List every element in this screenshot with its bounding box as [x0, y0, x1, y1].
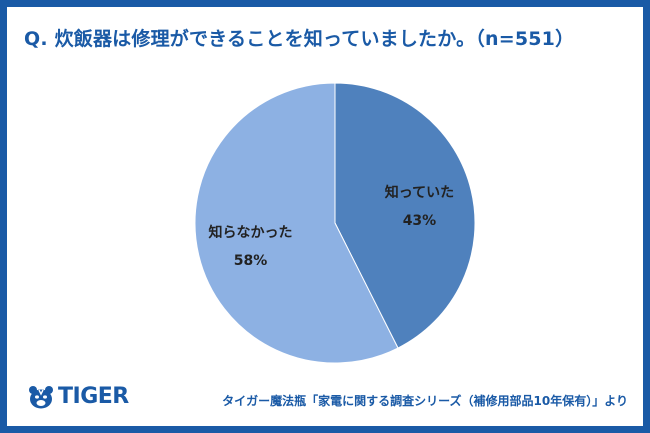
pie-slice-didnt-know	[194, 82, 399, 364]
source-footer: タイガー魔法瓶「家電に関する調査シリーズ（補修用部品10年保有）」より	[222, 394, 628, 408]
slice-value-didnt-know: 58%	[234, 253, 268, 269]
chart-title: Q. 炊飯器は修理ができることを知っていましたか。（n=551）	[24, 28, 575, 50]
slice-value-knew: 43%	[403, 213, 437, 229]
slice-label-didnt-know: 知らなかった	[209, 224, 293, 241]
pie-slice-knew	[334, 82, 476, 349]
logo-text: TIGER	[58, 384, 129, 409]
tiger-face-icon	[29, 385, 53, 408]
tiger-logo: TIGER	[28, 384, 129, 409]
slice-label-knew: 知っていた	[385, 184, 454, 201]
